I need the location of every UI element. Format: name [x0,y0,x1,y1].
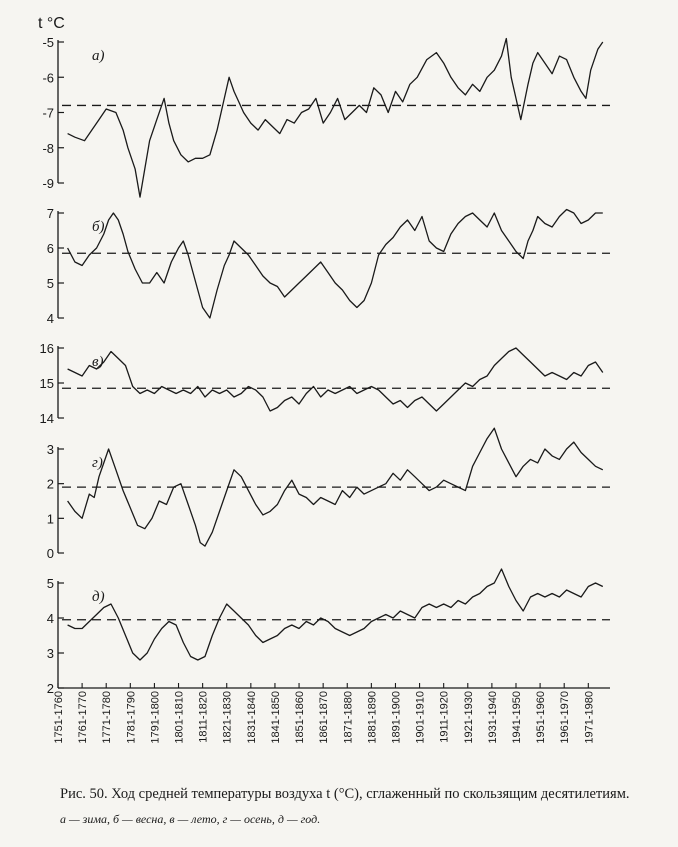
x-tick-label: 1821-1830 [222,691,234,744]
y-tick-label: 6 [47,241,54,256]
x-tick-label: 1971-1980 [583,691,595,744]
x-tick-label: 1881-1890 [366,691,378,744]
y-tick-label: -6 [42,70,54,85]
temperature-chart: t °C -5 -6 -7 -8 -9 а) 7 6 5 4 б) 16 15 14 в) 3 2 1 0 г) 5 4 3… [38,15,610,744]
x-tick-label: 1901-1910 [415,691,427,744]
x-tick-label: 1811-1820 [198,691,210,743]
panel-letter: д) [92,589,105,605]
x-tick-label: 1891-1900 [391,691,403,744]
x-tick-label: 1931-1940 [487,691,499,744]
unit-label: t °C [38,15,65,32]
y-tick-label: 15 [40,376,54,391]
y-tick-label: -8 [42,141,54,156]
caption-text: Рис. 50. Ход средней температуры воздуха… [60,786,630,802]
x-tick-label: 1851-1860 [294,691,306,744]
x-tick-label: 1781-1790 [125,691,137,744]
y-tick-label: 2 [47,681,54,696]
y-tick-label: -9 [42,176,54,191]
series-line [67,347,604,412]
series-line [67,208,603,319]
panel-1: 7 6 5 4 б) [47,206,610,326]
caption-legend: а — зима, б — весна, в — лето, г — осень… [60,812,321,826]
panel-3: 3 2 1 0 г) [47,427,610,561]
figure-caption: Рис. 50. Ход средней температуры воздуха… [60,786,660,828]
x-tick-label: 1771-1780 [101,691,113,744]
panel-letter: б) [92,219,105,235]
y-tick-label: 5 [47,576,54,591]
panel-0: -5 -6 -7 -8 -9 а) [42,35,610,198]
x-tick-label: 1761-1770 [77,691,89,744]
y-tick-label: 16 [40,341,54,356]
y-tick-label: -7 [42,106,54,121]
y-tick-label: 3 [47,646,54,661]
y-tick-label: 2 [47,477,54,492]
y-tick-label: 7 [47,206,54,221]
panel-letter: г) [92,455,103,471]
y-tick-label: 4 [47,311,54,326]
panel-4: 5 4 3 2 д) [47,568,610,696]
y-tick-label: 3 [47,442,54,457]
x-tick-label: 1951-1960 [535,691,547,744]
x-tick-label: 1801-1810 [174,691,186,744]
x-tick-label: 1751-1760 [53,691,65,744]
x-tick-label: 1961-1970 [559,691,571,744]
y-tick-label: -5 [42,35,54,50]
chart-panels: -5 -6 -7 -8 -9 а) 7 6 5 4 б) 16 15 14 в) 3 2 1 0 г) 5 4 3 2 д) [40,35,610,696]
panel-letter: в) [92,354,104,370]
x-tick-label: 1941-1950 [511,691,523,744]
y-tick-label: 14 [40,411,54,426]
x-axis: 1751-1760 1761-1770 1771-1780 1781-1790 1791… [53,683,610,744]
panel-2: 16 15 14 в) [40,341,610,426]
x-tick-label: 1841-1850 [270,691,282,744]
panel-letter: а) [92,48,105,64]
y-tick-label: 0 [47,546,54,561]
x-tick-label: 1911-1920 [439,691,451,743]
y-tick-label: 4 [47,611,54,626]
series-line [67,568,604,661]
y-tick-label: 5 [47,276,54,291]
series-line [67,37,604,198]
series-line [67,427,604,547]
x-tick-label: 1871-1880 [342,691,354,744]
y-tick-label: 1 [47,511,54,526]
x-tick-label: 1831-1840 [246,691,258,744]
x-tick-label: 1791-1800 [149,691,161,744]
x-tick-label: 1921-1930 [463,691,475,744]
x-tick-label: 1861-1870 [318,691,330,744]
